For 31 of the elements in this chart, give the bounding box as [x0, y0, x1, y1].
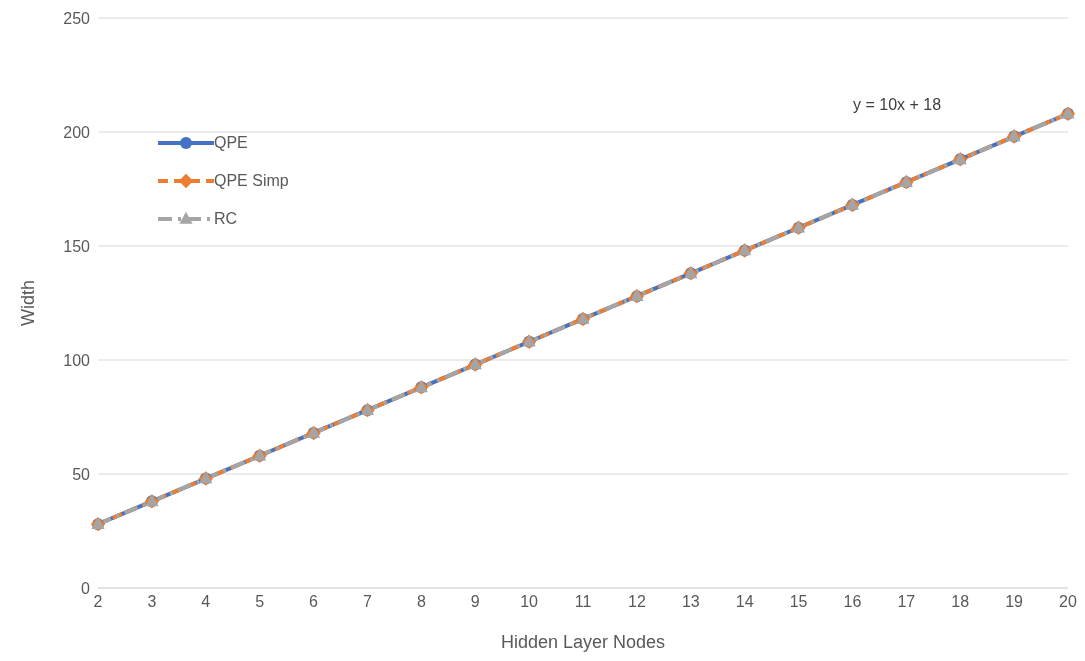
x-tick-label: 7	[362, 593, 372, 611]
y-tick-label: 250	[63, 9, 91, 27]
legend-label: QPE	[214, 134, 248, 152]
x-tick-label: 10	[520, 593, 539, 611]
x-tick-label: 17	[897, 593, 916, 611]
x-tick-label: 13	[681, 593, 700, 611]
x-tick-label: 6	[309, 593, 319, 611]
x-tick-label: 15	[789, 593, 808, 611]
x-tick-label: 4	[201, 593, 211, 611]
legend-label: QPE Simp	[214, 172, 289, 190]
x-tick-label: 2	[93, 593, 103, 611]
x-tick-label: 16	[843, 593, 862, 611]
x-tick-label: 8	[416, 593, 426, 611]
x-tick-label: 19	[1005, 593, 1024, 611]
x-tick-label: 14	[735, 593, 754, 611]
y-tick-label: 50	[72, 465, 91, 483]
annotation: y = 10x + 18	[853, 96, 942, 114]
x-tick-label: 12	[627, 593, 646, 611]
y-tick-label: 0	[81, 579, 91, 597]
x-axis-title: Hidden Layer Nodes	[500, 632, 666, 652]
legend-label: RC	[214, 210, 238, 228]
x-tick-label: 5	[255, 593, 265, 611]
x-tick-label: 3	[147, 593, 157, 611]
y-tick-label: 150	[63, 237, 91, 255]
y-axis-title: Width	[18, 279, 39, 327]
y-tick-label: 100	[63, 351, 91, 369]
x-tick-label: 20	[1059, 593, 1077, 611]
x-tick-label: 18	[951, 593, 970, 611]
y-tick-label: 200	[63, 123, 91, 141]
x-tick-label: 9	[470, 593, 480, 611]
x-tick-label: 11	[574, 593, 592, 611]
